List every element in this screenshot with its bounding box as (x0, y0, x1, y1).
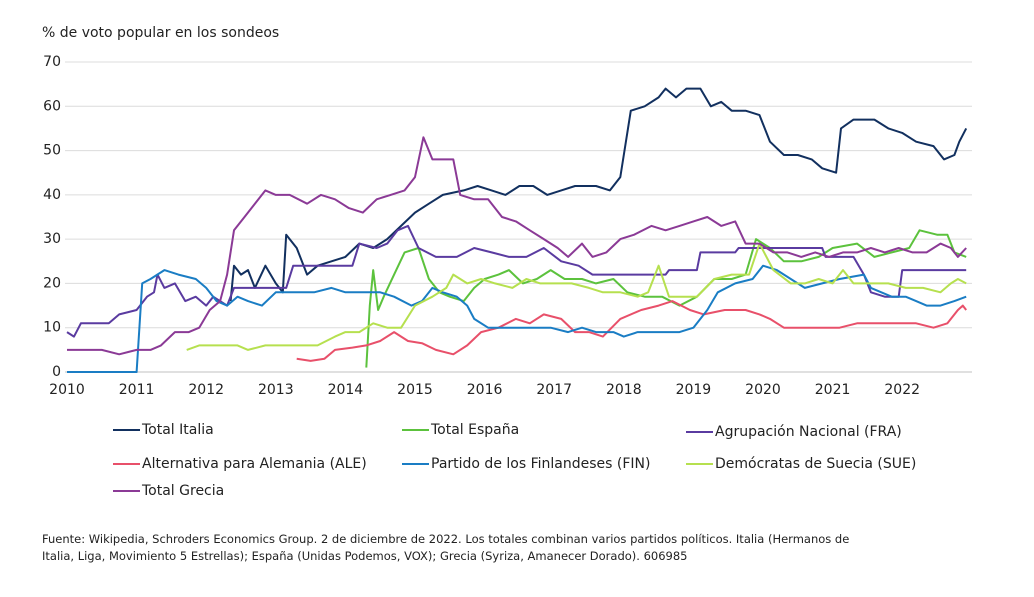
x-tick-label: 2022 (884, 382, 920, 398)
y-tick-label: 0 (52, 364, 61, 380)
y-tick-label: 10 (43, 320, 61, 336)
x-tick-label: 2016 (467, 382, 503, 398)
legend-swatch (113, 429, 140, 431)
series-line-partido-de-los-finlandeses-fin (67, 264, 967, 373)
legend-label: Total Grecia (142, 483, 225, 499)
series-line-total-italia (229, 87, 968, 302)
y-tick-label: 60 (43, 98, 61, 114)
x-tick-label: 2015 (397, 382, 433, 398)
x-tick-label: 2019 (676, 382, 712, 398)
series-line-total-grecia (67, 136, 967, 356)
y-tick-labels: 0 10 20 30 40 50 60 70 (43, 54, 61, 380)
source-footnote: Fuente: Wikipedia, Schroders Economics G… (42, 531, 982, 565)
footnote-line-1: Fuente: Wikipedia, Schroders Economics G… (42, 532, 850, 546)
legend-swatch (113, 463, 140, 465)
legend-item-ale: Alternativa para Alemania (ALE) (113, 456, 367, 472)
legend-item-espana: Total España (402, 422, 519, 438)
legend-label: Total Italia (142, 422, 214, 438)
x-tick-label: 2010 (49, 382, 85, 398)
y-tick-label: 30 (43, 231, 61, 247)
legend-item-fin: Partido de los Finlandeses (FIN) (402, 456, 650, 472)
legend-item-fra: Agrupación Nacional (FRA) (686, 424, 902, 440)
series-line-alternativa-para-alemania-ale (296, 300, 967, 362)
y-tick-label: 70 (43, 54, 61, 70)
series-line-agrupaci-n-nacional-fra (66, 224, 967, 338)
legend-label: Agrupación Nacional (FRA) (715, 424, 902, 440)
x-tick-labels: 2010 2011 2012 2013 2014 2015 2016 2017 2018 2019… (49, 382, 920, 398)
legend-swatch (686, 431, 713, 433)
x-tick-label: 2011 (119, 382, 155, 398)
legend-item-sue: Demócratas de Suecia (SUE) (686, 456, 916, 472)
series-lines (66, 87, 968, 373)
legend-item-grecia: Total Grecia (113, 483, 224, 499)
y-tick-label: 50 (43, 143, 61, 159)
x-tick-label: 2012 (188, 382, 224, 398)
legend-swatch (686, 463, 713, 465)
legend-swatch (113, 490, 140, 492)
x-tick-label: 2017 (536, 382, 572, 398)
x-tick-label: 2020 (745, 382, 781, 398)
x-tick-label: 2021 (815, 382, 851, 398)
y-tick-label: 40 (43, 187, 61, 203)
y-tick-label: 20 (43, 275, 61, 291)
legend-item-italia: Total Italia (113, 422, 214, 438)
x-tick-label: 2018 (606, 382, 642, 398)
legend-label: Alternativa para Alemania (ALE) (142, 456, 367, 472)
y-axis-label: % de voto popular en los sondeos (42, 25, 280, 41)
legend-swatch (402, 429, 429, 431)
legend-swatch (402, 463, 429, 465)
legend-label: Partido de los Finlandeses (FIN) (431, 456, 651, 472)
legend-label: Demócratas de Suecia (SUE) (715, 456, 917, 472)
footnote-line-2: Italia, Liga, Movimiento 5 Estrellas); E… (42, 549, 688, 563)
series-line-total-espa-a (365, 229, 967, 368)
x-tick-label: 2013 (258, 382, 294, 398)
x-tick-label: 2014 (328, 382, 364, 398)
line-chart: 0 10 20 30 40 50 60 70 2010 2011 2012 2013 2014 2015… (43, 54, 972, 398)
series-line-dem-cratas-de-suecia-sue (186, 242, 967, 351)
legend-label: Total España (431, 422, 520, 438)
